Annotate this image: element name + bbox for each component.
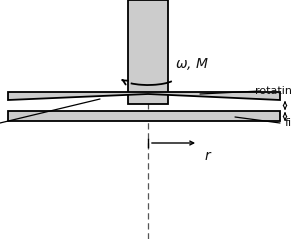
Text: fi: fi (285, 118, 292, 128)
Polygon shape (8, 92, 280, 100)
Text: $r$: $r$ (204, 149, 212, 163)
Bar (128, 0, 168, 104)
Text: rotatin: rotatin (255, 86, 292, 96)
Bar (8, 111, 280, 121)
Text: $\omega$, $M$: $\omega$, $M$ (175, 56, 209, 72)
